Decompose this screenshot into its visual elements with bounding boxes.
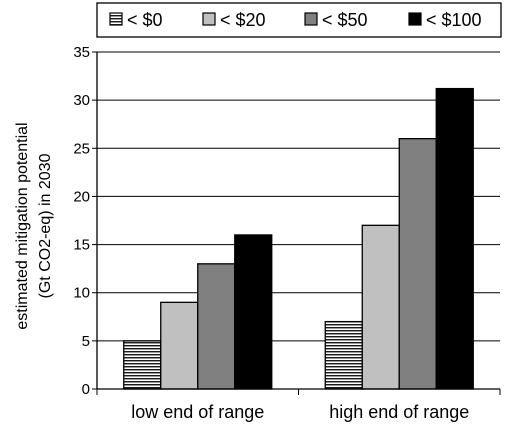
x-tick-label: high end of range: [329, 402, 469, 422]
y-tick-label: 20: [73, 188, 90, 205]
y-tick-label: 5: [82, 333, 90, 350]
legend-swatch: [304, 12, 318, 26]
bar: [123, 340, 162, 390]
legend-label: < $100: [426, 10, 482, 30]
legend-label: < $20: [220, 10, 266, 30]
y-tick-label: 0: [82, 381, 90, 398]
bar: [398, 138, 437, 390]
legend-label: < $50: [322, 10, 368, 30]
y-tick-label: 35: [73, 44, 90, 61]
bar: [361, 224, 400, 390]
x-tick-label: low end of range: [131, 402, 264, 422]
legend-swatch: [109, 12, 123, 26]
y-tick-label: 25: [73, 140, 90, 157]
bar: [435, 87, 474, 390]
bar: [197, 263, 236, 390]
y-tick-label: 30: [73, 92, 90, 109]
bar: [324, 320, 363, 390]
y-tick-labels: 0 5 10 15 20 25 30 35: [73, 44, 90, 398]
legend-box: [96, 2, 502, 38]
y-axis-label-line: (Gt CO2-eq) in 2030: [37, 153, 54, 298]
y-axis-label: estimated mitigation potential (Gt CO2-eq…: [14, 122, 54, 329]
y-tick-label: 10: [73, 285, 90, 302]
legend-label: < $0: [127, 10, 163, 30]
legend: < $0 < $20 < $50 < $100: [96, 2, 502, 38]
x-tick-labels: low end of range high end of range: [131, 402, 469, 422]
legend-swatch: [408, 12, 422, 26]
bar: [234, 234, 273, 390]
bar: [160, 301, 199, 390]
axes: [92, 51, 501, 395]
legend-swatch: [202, 12, 216, 26]
y-tick-label: 15: [73, 237, 90, 254]
bars: [123, 87, 474, 390]
y-axis-label-line: estimated mitigation potential: [14, 122, 31, 329]
